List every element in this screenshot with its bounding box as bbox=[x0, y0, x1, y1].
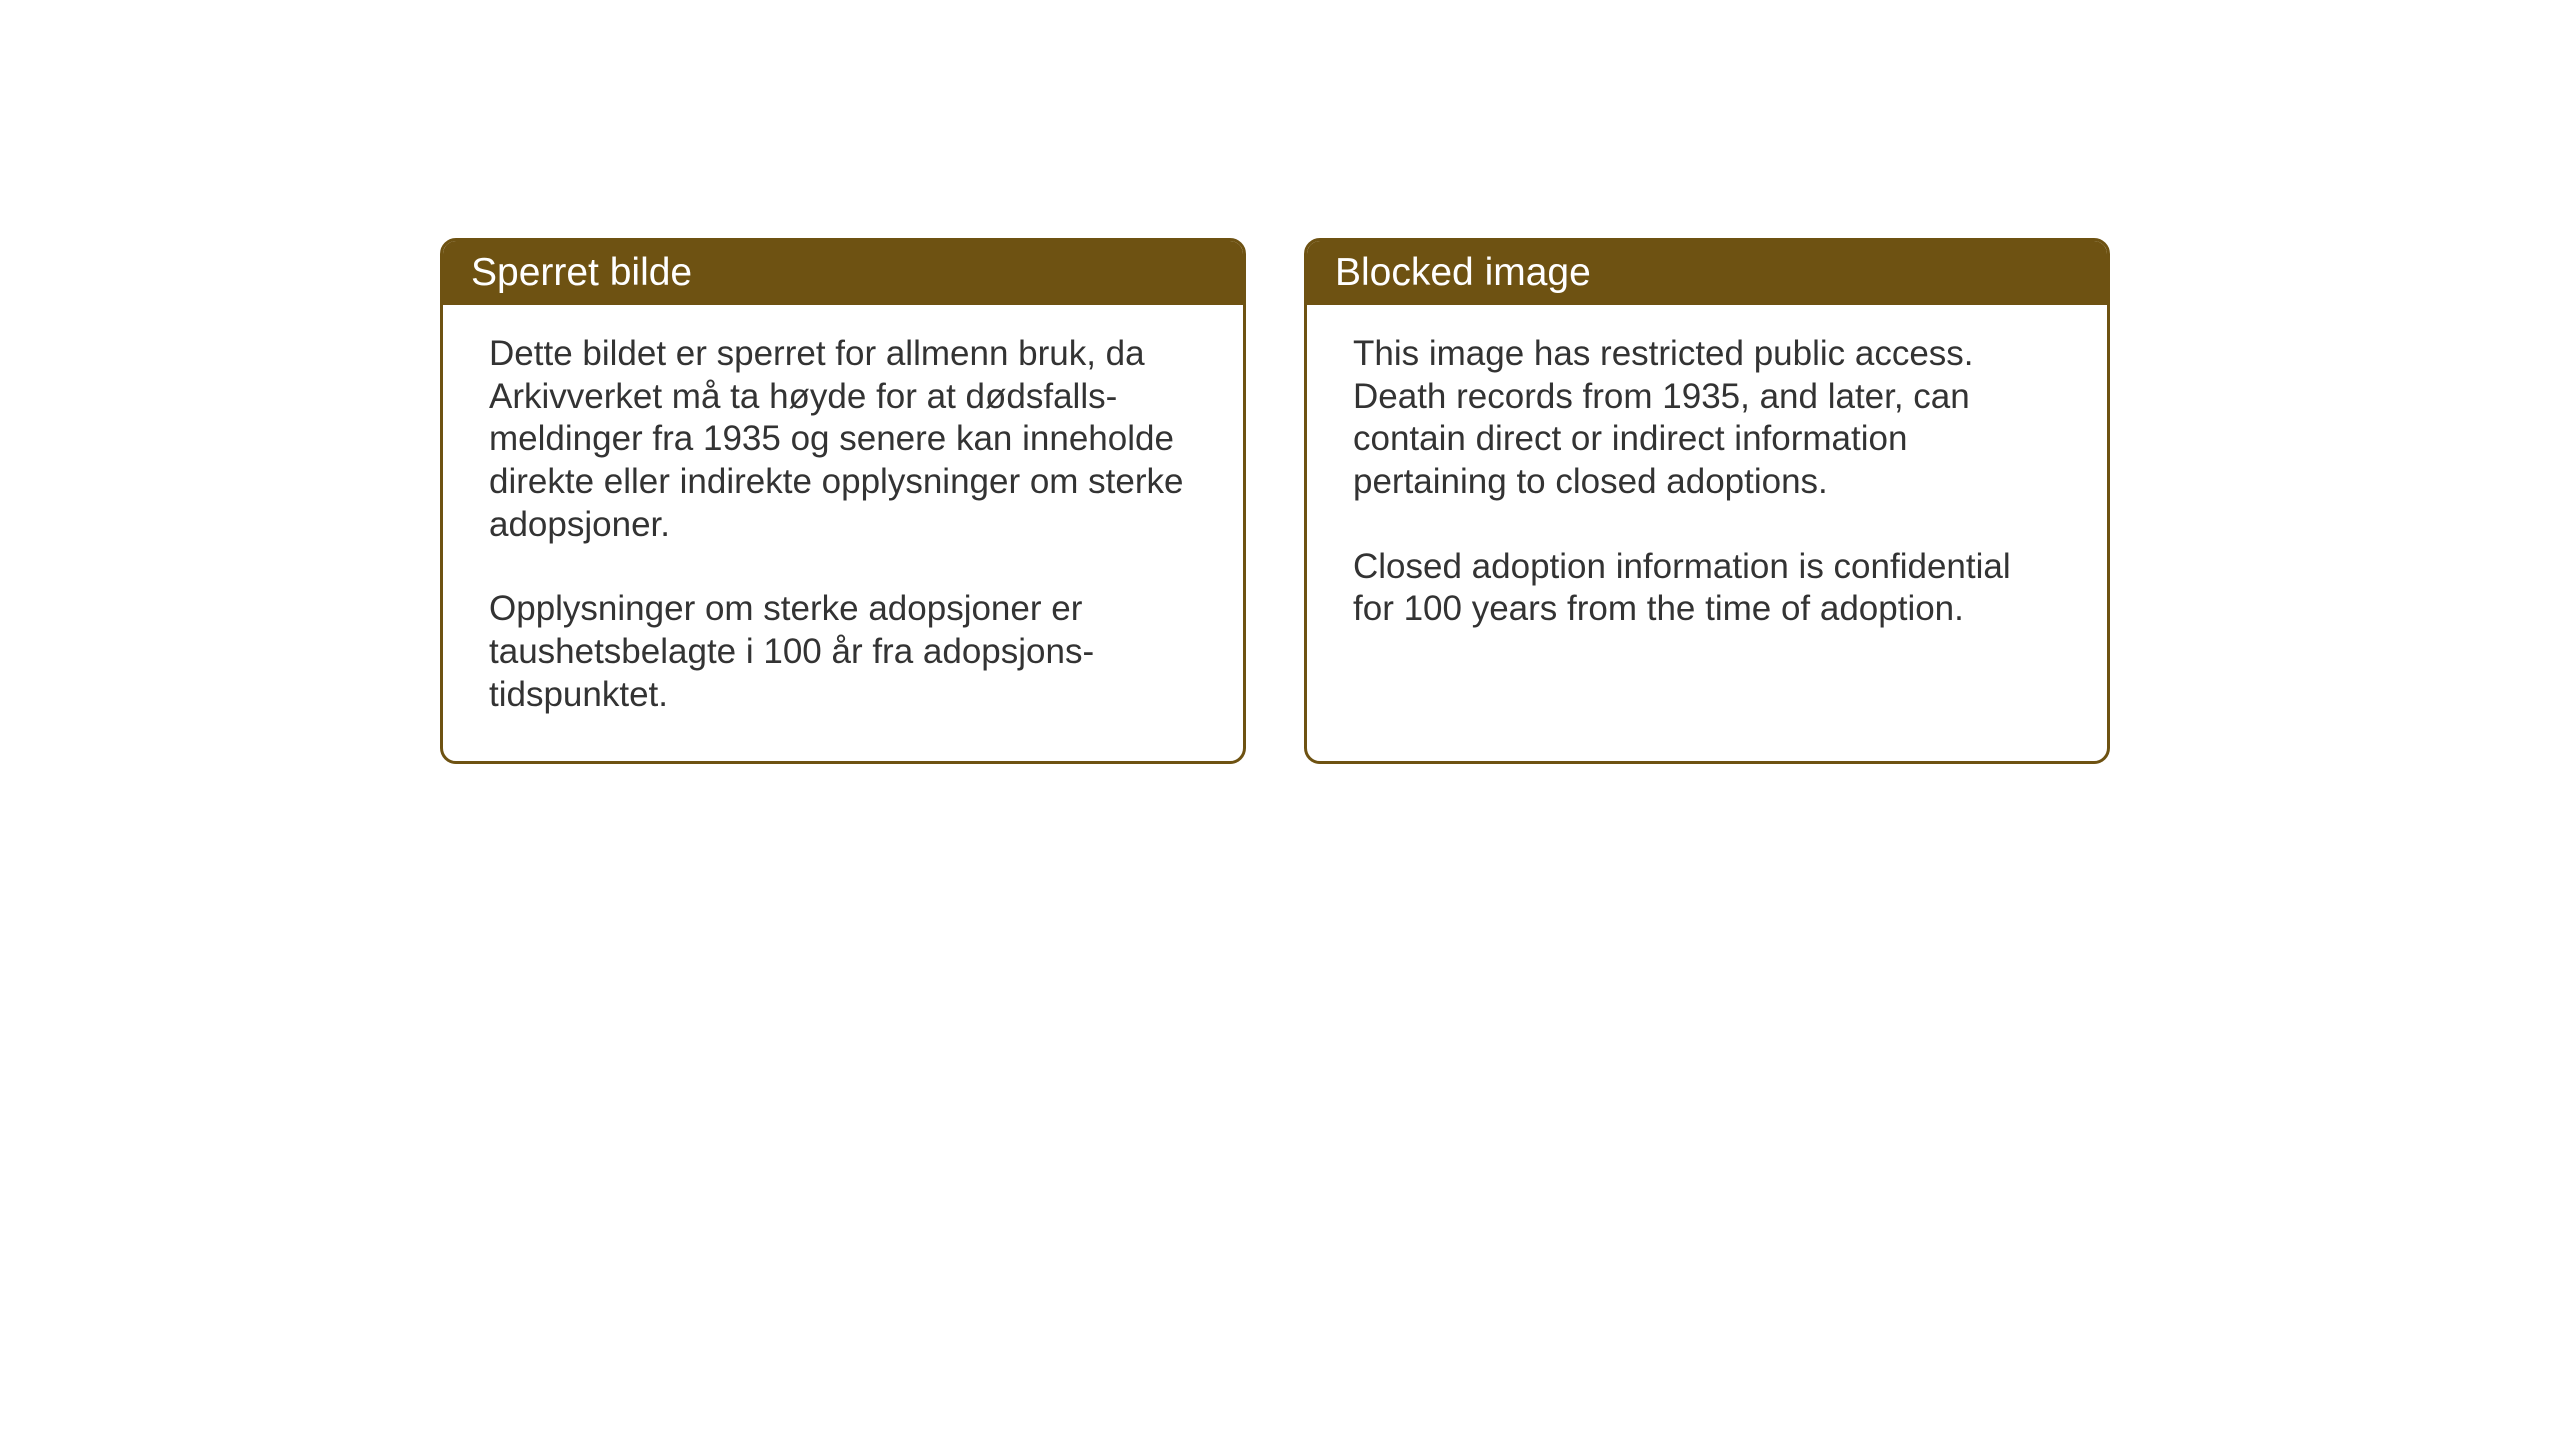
notice-card-norwegian: Sperret bilde Dette bildet er sperret fo… bbox=[440, 238, 1246, 764]
notice-container: Sperret bilde Dette bildet er sperret fo… bbox=[440, 238, 2110, 764]
notice-paragraph-2-english: Closed adoption information is confident… bbox=[1353, 546, 2061, 631]
notice-card-english: Blocked image This image has restricted … bbox=[1304, 238, 2110, 764]
notice-paragraph-1-norwegian: Dette bildet er sperret for allmenn bruk… bbox=[489, 333, 1197, 546]
notice-header-english: Blocked image bbox=[1307, 241, 2107, 305]
notice-title-english: Blocked image bbox=[1335, 251, 1591, 294]
notice-paragraph-1-english: This image has restricted public access.… bbox=[1353, 333, 2061, 504]
notice-body-english: This image has restricted public access.… bbox=[1307, 305, 2107, 675]
notice-body-norwegian: Dette bildet er sperret for allmenn bruk… bbox=[443, 305, 1243, 761]
notice-header-norwegian: Sperret bilde bbox=[443, 241, 1243, 305]
notice-title-norwegian: Sperret bilde bbox=[471, 251, 692, 294]
notice-paragraph-2-norwegian: Opplysninger om sterke adopsjoner er tau… bbox=[489, 588, 1197, 716]
